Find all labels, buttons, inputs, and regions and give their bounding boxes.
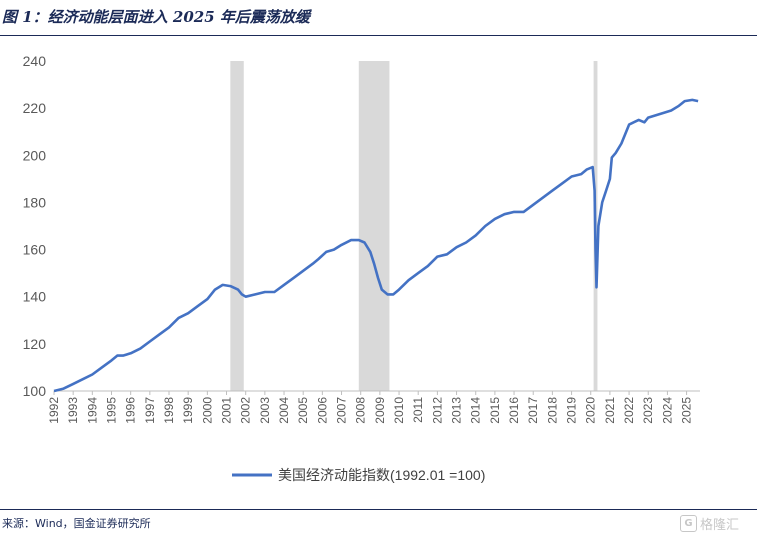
x-tick-label: 1995	[105, 397, 119, 424]
x-tick-label: 2007	[335, 397, 349, 424]
top-divider	[0, 35, 757, 36]
x-tick-label: 1998	[162, 397, 176, 424]
x-tick-label: 1992	[47, 397, 61, 424]
x-tick-label: 2022	[622, 397, 636, 424]
bottom-divider	[0, 509, 757, 510]
x-tick-label: 2023	[641, 397, 655, 424]
x-tick-label: 2006	[315, 397, 329, 424]
x-tick-label: 2001	[220, 397, 234, 424]
y-tick-label: 220	[23, 100, 47, 116]
recession-band-1	[230, 61, 244, 391]
x-tick-label: 2008	[354, 397, 368, 424]
recession-band-2	[358, 61, 390, 391]
x-tick-label: 2020	[584, 397, 598, 424]
x-tick-label: 2025	[680, 397, 694, 424]
chart-title: 图 1：经济动能层面进入 2025 年后震荡放缓	[2, 8, 310, 26]
x-tick-label: 2004	[277, 397, 291, 424]
x-tick-label: 2014	[469, 397, 483, 424]
x-axis-ticks: 1992 1993 1994 1995 1996 1997 1998 1999 2000 2001…	[47, 391, 694, 424]
y-axis-ticks: 100 120 140 160 180 200 220 240	[23, 53, 47, 399]
y-tick-label: 200	[23, 147, 47, 163]
x-tick-label: 2000	[200, 397, 214, 424]
x-tick-label: 2021	[603, 397, 617, 424]
x-tick-label: 1997	[143, 397, 157, 424]
y-tick-label: 160	[23, 242, 47, 258]
y-tick-label: 100	[23, 383, 47, 399]
x-tick-label: 2010	[392, 397, 406, 424]
x-tick-label: 2002	[239, 397, 253, 424]
watermark-text: 格隆汇	[700, 517, 740, 533]
x-tick-label: 2015	[488, 397, 502, 424]
y-tick-label: 120	[23, 336, 47, 352]
x-tick-label: 2009	[373, 397, 387, 424]
x-tick-label: 2011	[411, 397, 425, 423]
x-tick-label: 2005	[296, 397, 310, 424]
x-tick-label: 1996	[124, 397, 138, 424]
watermark-logo-icon: G	[680, 514, 697, 532]
legend-label: 美国经济动能指数(1992.01 =100)	[278, 467, 485, 483]
x-tick-label: 2013	[450, 397, 464, 424]
x-tick-label: 2016	[507, 397, 521, 424]
x-tick-label: 1994	[85, 397, 99, 424]
x-tick-label: 1993	[66, 397, 80, 424]
y-tick-label: 180	[23, 194, 47, 210]
x-tick-label: 2018	[545, 397, 559, 424]
legend: 美国经济动能指数(1992.01 =100)	[232, 467, 485, 483]
watermark: G 格隆汇	[680, 512, 752, 534]
series-line	[53, 98, 699, 393]
y-tick-label: 140	[23, 289, 47, 305]
recession-bands	[230, 61, 598, 391]
x-tick-label: 1999	[181, 397, 195, 424]
source-note: 来源：Wind，国金证券研究所	[2, 517, 151, 530]
x-tick-label: 2019	[565, 397, 579, 424]
y-tick-label: 240	[23, 53, 47, 69]
x-tick-label: 2003	[258, 397, 272, 424]
x-tick-label: 2017	[526, 397, 540, 424]
x-tick-label: 2012	[430, 397, 444, 424]
x-tick-label: 2024	[660, 397, 674, 424]
